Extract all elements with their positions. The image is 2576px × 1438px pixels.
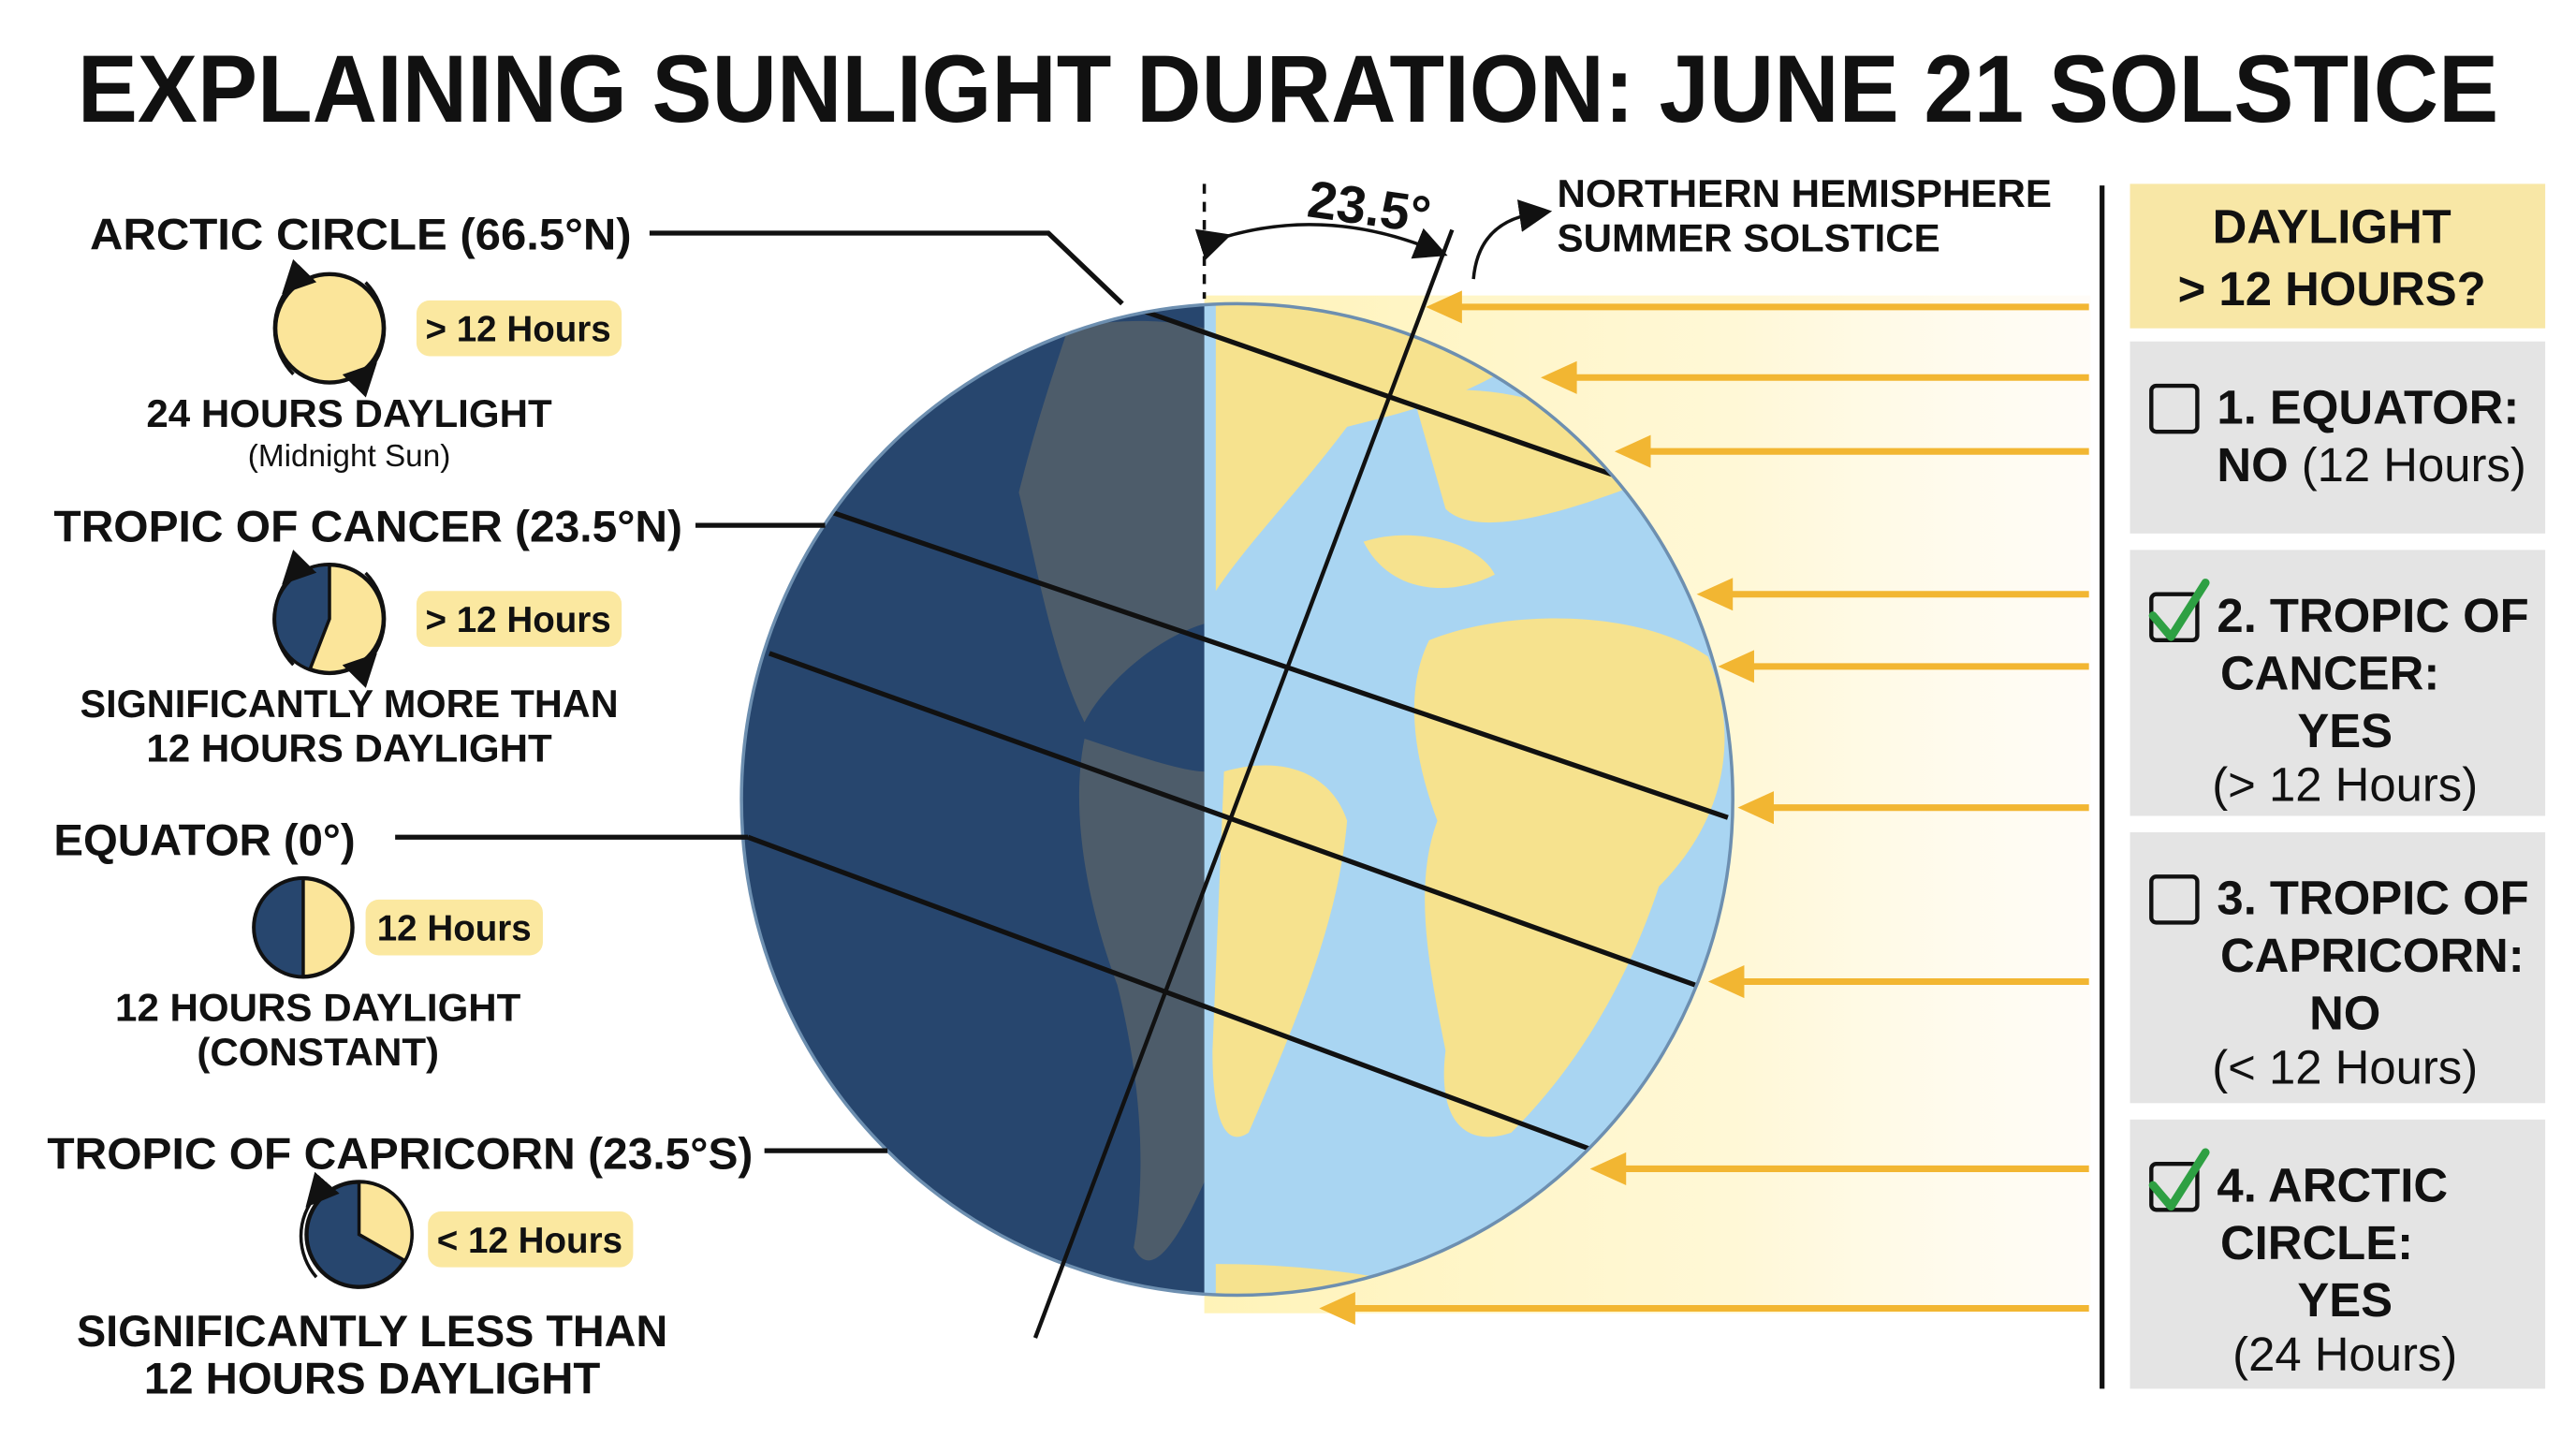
item-detail: (12 Hours) [2302,438,2526,492]
badge [416,300,622,357]
panel-item [2130,831,2546,1104]
latitude-name: ARCTIC CIRCLE (66.5°N) [90,211,632,260]
sun-rays [1319,290,2089,1326]
globe-outline [739,301,1734,1298]
icon-short-day [299,1171,414,1289]
latitude-name: TROPIC OF CAPRICORN (23.5°S) [47,1129,753,1179]
latitude-name: EQUATOR (0°) [53,816,355,866]
caption: 12 HOURS DAYLIGHT [144,1355,600,1404]
item-answer: YES [2297,1273,2393,1327]
panel-header-text: DAYLIGHT [2213,200,2452,254]
leader-lines [395,230,1124,1153]
badge-text: > 12 Hours [426,600,611,640]
item-label: CANCER: [2220,646,2439,699]
badge-text: 12 Hours [377,909,532,949]
item-answer: NO [2217,438,2288,492]
item-label: 2. TROPIC OF [2217,589,2528,642]
panel-header-text: > 12 HOURS? [2178,262,2486,315]
tilt-arc [1194,223,1448,261]
note-line: NORTHERN HEMISPHERE [1558,171,2052,215]
badge [428,1211,634,1268]
checkmark [2148,1148,2210,1211]
icon-full-day [272,258,387,398]
checkmark [2148,579,2210,641]
earth-axis [1032,228,1455,1339]
item-label: 4. ARCTIC [2217,1159,2448,1212]
badge [365,899,543,956]
title: EXPLAINING SUNLIGHT DURATION: JUNE 21 SO… [78,36,2498,142]
caption: 12 HOURS DAYLIGHT [115,986,521,1030]
caption: SIGNIFICANTLY LESS THAN [77,1307,667,1357]
panel-items: 1. EQUATOR:NO (12 Hours)2. TROPIC OFCANCE… [2130,341,2546,1389]
checkbox [2149,383,2200,434]
panel-header [2130,183,2546,329]
item-answer: YES [2297,704,2393,757]
caption: (CONSTANT) [197,1030,439,1074]
item-label: CIRCLE: [2220,1216,2413,1269]
panel-item [2130,341,2546,534]
caption: 24 HOURS DAYLIGHT [146,391,552,435]
icon-long-day [272,550,387,688]
item-label: CAPRICORN: [2220,929,2525,982]
item-detail: (> 12 Hours) [2212,758,2478,812]
badge [416,591,622,647]
caption: (Midnight Sun) [248,439,451,474]
caption: SIGNIFICANTLY MORE THAN [80,682,618,726]
checkbox [2149,874,2200,925]
note-line: SUMMER SOLSTICE [1558,215,1940,259]
item-label: 1. EQUATOR: [2217,380,2519,433]
icon-half-day [252,875,355,979]
badge-text: > 12 Hours [426,310,611,350]
badge-text: < 12 Hours [437,1221,622,1261]
item-detail: (24 Hours) [2232,1328,2457,1381]
tilt-angle: 23.5° [1304,169,1434,245]
item-answer: NO [2309,986,2380,1039]
item-label: 3. TROPIC OF [2217,872,2528,925]
note-arrow [1471,199,1553,280]
latitude-name: TROPIC OF CANCER (23.5°N) [53,503,682,552]
item-detail: (< 12 Hours) [2212,1040,2478,1093]
caption: 12 HOURS DAYLIGHT [146,726,552,770]
